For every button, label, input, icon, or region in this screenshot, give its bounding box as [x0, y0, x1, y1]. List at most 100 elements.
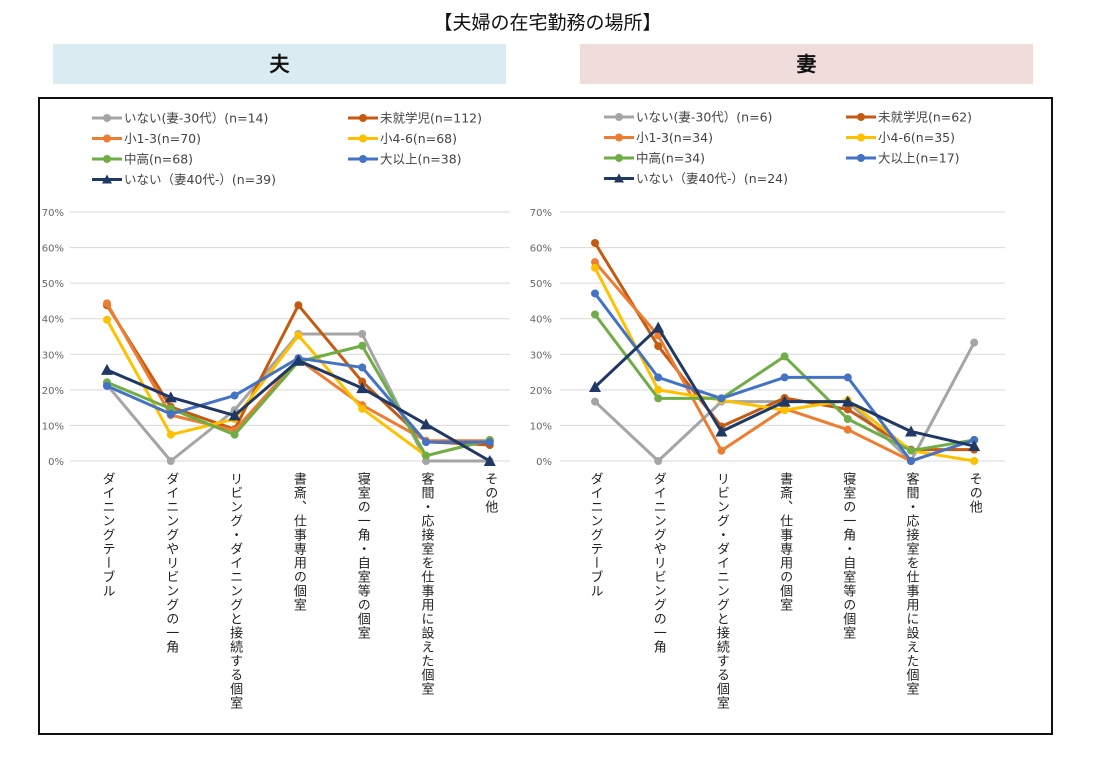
- legend-item: いない（妻40代-）(n=24): [604, 171, 788, 186]
- data-point: [103, 299, 111, 308]
- legend-circle-marker: [359, 134, 367, 143]
- y-tick-label: 50%: [42, 279, 64, 290]
- data-point-triangle: [589, 381, 601, 393]
- y-tick-label: 60%: [42, 244, 64, 255]
- data-point-triangle: [715, 425, 728, 437]
- legend-label: いない(妻-30代）(n=6): [636, 110, 772, 125]
- data-point: [591, 263, 599, 272]
- data-point-triangle: [101, 363, 113, 375]
- data-point: [230, 391, 239, 400]
- legend-circle-marker: [103, 134, 111, 143]
- legend-item: 小1-3(n=70): [92, 131, 201, 146]
- data-point: [654, 457, 663, 465]
- legend-circle-marker: [857, 113, 865, 121]
- data-point: [591, 397, 599, 406]
- legend-item: 大以上(n=38): [348, 152, 462, 167]
- category-label: 客間・応接室を仕事用に設えた個室: [419, 471, 435, 696]
- series-いない（妻40代-）(n=24): [589, 321, 981, 452]
- series-小1-3(n=70): [103, 299, 494, 445]
- series-小4-6(n=68): [103, 315, 494, 460]
- legend-label: 未就学児(n=112): [380, 111, 482, 126]
- y-tick-label: 50%: [530, 279, 552, 290]
- legend-item: 小1-3(n=34): [604, 130, 713, 145]
- data-point: [358, 404, 367, 413]
- series-未就学児(n=62): [591, 238, 979, 454]
- data-point-triangle: [905, 425, 917, 437]
- legend-label: 小4-6(n=68): [380, 131, 457, 146]
- data-point: [294, 301, 303, 310]
- legend-triangle-marker: [614, 173, 624, 183]
- series-未就学児(n=112): [103, 301, 494, 449]
- legend-circle-marker: [615, 154, 623, 162]
- data-point: [166, 430, 175, 439]
- legend-item: 未就学児(n=62): [846, 110, 972, 125]
- legend-label: いない（妻40代-）(n=24): [636, 171, 788, 186]
- data-point-triangle: [356, 382, 369, 394]
- legend-circle-marker: [103, 114, 111, 122]
- data-point-triangle: [652, 321, 665, 333]
- data-point: [358, 363, 367, 372]
- page-title: 【夫婦の在宅勤務の場所】: [433, 12, 662, 34]
- legend-item: 未就学児(n=112): [348, 111, 482, 126]
- legend-label: 大以上(n=38): [380, 152, 462, 167]
- legend-item: 中高(n=68): [92, 152, 193, 167]
- legend-label: いない(妻-30代）(n=14): [124, 111, 268, 126]
- category-label: ダイニングやリビングの一角: [651, 472, 667, 654]
- data-point: [358, 330, 367, 339]
- y-tick-label: 0%: [48, 457, 64, 468]
- legend-label: 中高(n=68): [124, 152, 193, 167]
- data-point: [103, 315, 111, 324]
- data-point-triangle: [420, 418, 432, 430]
- data-point: [780, 352, 789, 361]
- legend-circle-marker: [103, 155, 111, 163]
- legend-label: 小1-3(n=70): [124, 131, 201, 146]
- y-tick-label: 70%: [42, 208, 64, 219]
- data-point: [717, 446, 726, 455]
- chart-wife: 0% 10% 20% 30% 40% 50% 60% 70% いない(妻-30代）(n=6) 未就…: [530, 110, 1005, 710]
- data-point: [103, 381, 111, 390]
- legend-circle-marker: [359, 114, 367, 122]
- category-label: ダイニングテーブル: [100, 472, 116, 598]
- y-tick-label: 10%: [530, 421, 552, 432]
- y-tick-label: 10%: [42, 421, 64, 432]
- data-point-triangle: [841, 395, 854, 407]
- category-label: その他: [482, 472, 498, 514]
- series-大以上(n=17): [591, 289, 979, 465]
- category-label: その他: [967, 472, 983, 514]
- data-point: [843, 405, 852, 414]
- data-point: [907, 457, 915, 465]
- category-label: ダイニングテーブル: [588, 472, 604, 598]
- data-point: [780, 373, 789, 382]
- legend-item: 小4-6(n=35): [846, 130, 955, 145]
- series-いない（妻40代-）(n=39): [101, 354, 496, 466]
- legend-circle-marker: [359, 155, 367, 163]
- data-point: [166, 410, 175, 419]
- category-label: 寝室の一角・自室等の個室: [840, 471, 856, 640]
- y-tick-label: 20%: [42, 386, 64, 397]
- data-point: [717, 394, 726, 403]
- data-point: [654, 394, 663, 403]
- legend-circle-marker: [857, 154, 865, 162]
- legend-item: 小4-6(n=68): [348, 131, 457, 146]
- data-point: [970, 338, 979, 347]
- series-line: [593, 261, 975, 463]
- y-tick-label: 60%: [530, 244, 552, 255]
- chart-husband: 0% 10% 20% 30% 40% 50% 60% 70% いない(妻-30代）(n=14) 未…: [42, 111, 510, 710]
- data-point-triangle: [164, 391, 177, 403]
- data-point: [230, 430, 239, 439]
- data-point: [843, 373, 852, 382]
- category-label: 書斎、仕事専用の個室: [777, 472, 793, 612]
- data-point: [970, 436, 979, 445]
- data-point: [843, 425, 852, 434]
- category-label: ダイニングやリビングの一角: [163, 472, 179, 654]
- data-point: [591, 289, 599, 298]
- data-point: [485, 438, 494, 447]
- data-point: [166, 457, 175, 465]
- category-label: 寝室の一角・自室等の個室: [355, 471, 371, 640]
- data-point-triangle: [483, 455, 496, 466]
- data-point: [591, 258, 599, 267]
- data-point: [780, 406, 789, 415]
- chart-frame: [38, 97, 1053, 735]
- legend-item: いない（妻40代-）(n=39): [92, 172, 276, 187]
- data-point: [907, 446, 915, 455]
